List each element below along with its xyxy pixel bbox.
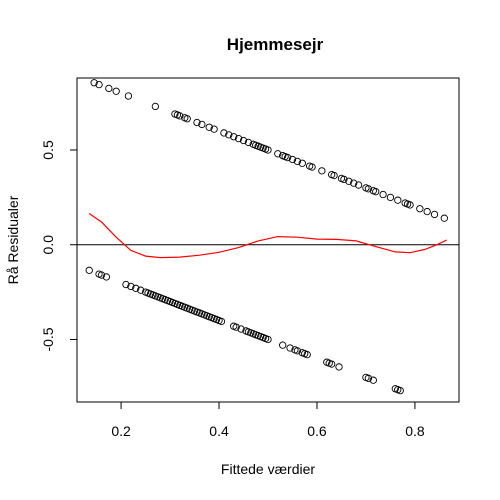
y-tick-label: 0.5: [40, 140, 56, 160]
residual-point: [205, 123, 213, 131]
residual-point: [369, 376, 377, 384]
y-tick-label: -0.5: [40, 327, 56, 351]
residual-point: [244, 138, 253, 147]
residual-point: [132, 284, 140, 292]
smoothed-trend-line: [88, 213, 448, 259]
residual-point: [137, 286, 145, 294]
residual-point: [102, 273, 111, 281]
residual-point: [234, 134, 243, 143]
y-axis-label: Rå Residualer: [5, 195, 21, 284]
residual-point: [183, 115, 191, 123]
residual-point: [124, 92, 133, 100]
residual-point: [193, 118, 201, 127]
residual-point: [239, 136, 248, 145]
residual-point: [386, 193, 395, 202]
residual-point: [90, 79, 98, 87]
residual-point: [308, 163, 316, 171]
chart-title: Hjemmesejr: [227, 35, 324, 54]
x-axis: 0.2 0.4 0.6 0.8: [111, 402, 425, 439]
residual-point: [318, 167, 326, 175]
residual-point: [151, 102, 160, 111]
residual-point: [345, 177, 353, 185]
residual-point: [340, 175, 348, 184]
residual-point: [237, 325, 245, 333]
residual-point: [220, 129, 228, 137]
residual-point: [85, 266, 93, 274]
residual-point: [122, 280, 130, 289]
residual-point: [330, 171, 338, 180]
residual-point: [394, 196, 402, 204]
plot-frame: [76, 77, 460, 403]
residual-point: [230, 133, 238, 141]
residual-point: [210, 125, 218, 133]
residual-point: [288, 155, 297, 164]
residual-point: [354, 181, 363, 189]
residual-point: [176, 112, 184, 120]
residual-point: [406, 201, 414, 209]
residual-point: [264, 335, 272, 344]
residual-point: [430, 210, 439, 219]
x-axis-label: Fittede værdier: [221, 461, 315, 477]
x-tick-label: 0.4: [209, 423, 229, 439]
residual-point: [293, 347, 302, 355]
residual-point: [298, 159, 306, 167]
residual-point: [112, 87, 120, 95]
residual-point: [279, 341, 287, 349]
residual-point: [232, 323, 240, 331]
residual-point: [225, 131, 233, 139]
x-tick-label: 0.8: [405, 423, 425, 439]
residual-point: [396, 386, 404, 395]
residual-point: [286, 344, 294, 352]
residual-point: [364, 185, 373, 193]
residual-point: [335, 363, 343, 371]
residual-point: [379, 190, 387, 199]
residual-point: [274, 150, 282, 158]
residual-point: [423, 207, 431, 216]
residual-point: [364, 374, 373, 382]
y-axis: -0.5 0.0 0.5: [40, 140, 77, 352]
residual-point: [372, 188, 380, 196]
residual-point: [217, 317, 226, 326]
x-tick-label: 0.2: [111, 423, 131, 439]
residual-point: [440, 214, 448, 222]
residual-point: [328, 360, 336, 368]
residual-points: [85, 79, 448, 395]
residual-point: [350, 179, 358, 187]
residual-point: [105, 84, 113, 93]
residual-point: [264, 146, 272, 154]
residual-point: [303, 350, 311, 359]
residual-point: [416, 205, 424, 213]
residual-point: [293, 157, 302, 166]
residual-point: [198, 120, 206, 129]
residual-point: [95, 80, 103, 89]
residual-point: [97, 271, 106, 279]
y-tick-label: 0.0: [40, 235, 56, 255]
x-tick-label: 0.6: [307, 423, 327, 439]
residual-point: [283, 153, 292, 162]
residual-point: [127, 282, 135, 291]
